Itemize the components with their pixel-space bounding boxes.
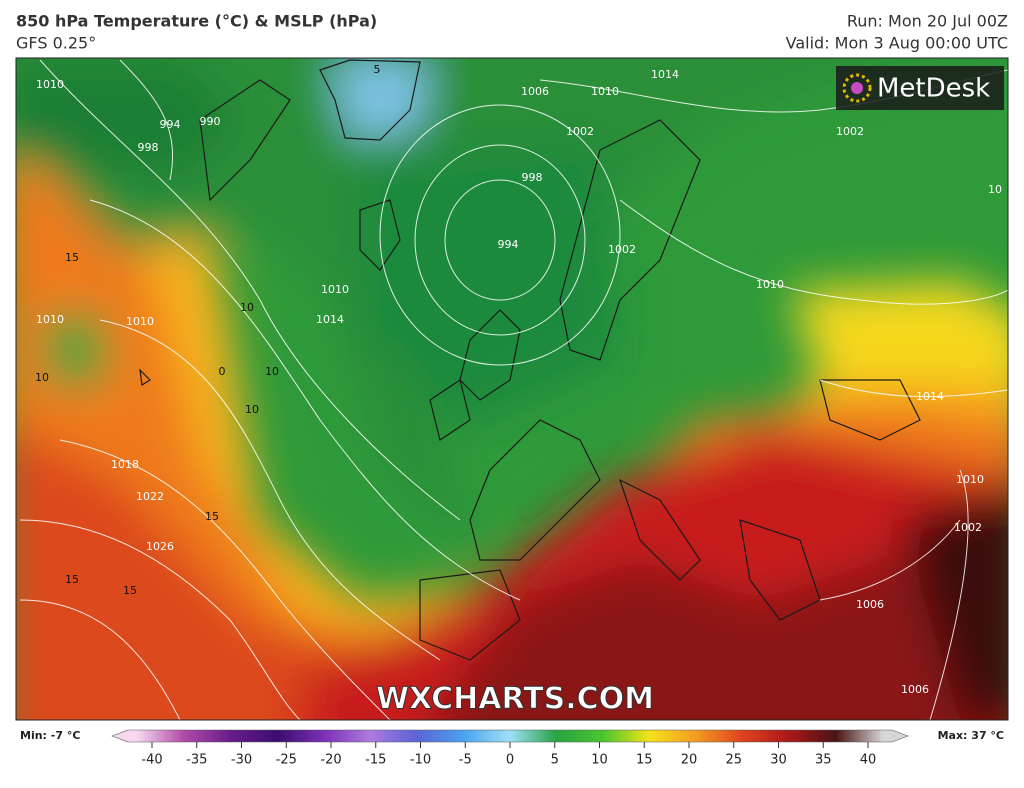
model-label: GFS 0.25°: [16, 34, 96, 53]
colorbar-tick-label: 15: [636, 753, 653, 768]
isobar-label: 1010: [126, 315, 154, 328]
map-frame: [15, 57, 1009, 721]
isobar-label: 1010: [36, 78, 64, 91]
isobar-label: 1010: [36, 313, 64, 326]
isobar-label: 998: [138, 141, 159, 154]
colorbar-tick-label: 10: [591, 753, 608, 768]
isobar-label: 1014: [916, 390, 944, 403]
isobar-label: 994: [498, 238, 519, 251]
logo-box: [836, 66, 1004, 110]
isobar-label: 1010: [956, 473, 984, 486]
temperature-label: 10: [240, 301, 254, 314]
temperature-label: 15: [205, 510, 219, 523]
isobar-label: 1010: [591, 85, 619, 98]
colorbar-tick-label: 0: [506, 753, 514, 768]
colorbar-tick-label: -35: [186, 753, 207, 768]
colorbar-tick-label: 25: [725, 753, 742, 768]
isobar-label: 998: [522, 171, 543, 184]
isobar-label: 1002: [954, 521, 982, 534]
temperature-label: 10: [265, 365, 279, 378]
isobar-label: 1002: [608, 243, 636, 256]
isobar-label: 1018: [111, 458, 139, 471]
colorbar-max: Max: 37 °C: [938, 729, 1004, 742]
colorbar-tick-label: -10: [410, 753, 431, 768]
isobar-label: 990: [200, 115, 221, 128]
colorbar-tick-label: -40: [141, 753, 162, 768]
temperature-label: 15: [65, 251, 79, 264]
logo-icon: [842, 73, 872, 103]
isobar-label: 10: [988, 183, 1002, 196]
colorbar-tick-label: -5: [459, 753, 472, 768]
isobar-label: 1002: [566, 125, 594, 138]
colorbar-tick-label: 40: [860, 753, 877, 768]
temperature-label: 0: [219, 365, 226, 378]
valid-label: Valid: Mon 3 Aug 00:00 UTC: [786, 34, 1008, 53]
chart-title: 850 hPa Temperature (°C) & MSLP (hPa): [16, 12, 377, 31]
temperature-label: 15: [123, 584, 137, 597]
logo-text: MetDesk: [877, 74, 990, 104]
isobar-label: 1026: [146, 540, 174, 553]
isobar-label: 994: [160, 118, 181, 131]
coastlines: [139, 59, 921, 661]
isobar-label: 1022: [136, 490, 164, 503]
colorbar-min: Min: -7 °C: [20, 729, 80, 742]
colorbar-tick-label: 20: [681, 753, 698, 768]
colorbar-tick-label: 5: [551, 753, 559, 768]
watermark: WXCHARTS.COM: [376, 682, 654, 717]
isobar-label: 1006: [521, 85, 549, 98]
colorbar: -40 -35 -30 -25 -20 -15 -10 -5 0 5 10 15 20 25 30 35 40: [111, 729, 909, 768]
isobar-label: 1010: [321, 283, 349, 296]
colorbar-tick-label: -30: [231, 753, 252, 768]
isobar-label: 1014: [651, 68, 679, 81]
colorbar-tick-label: -20: [320, 753, 341, 768]
colorbar-tick-label: 30: [770, 753, 787, 768]
colorbar-tick-label: -25: [276, 753, 297, 768]
colorbar-tick-label: 35: [815, 753, 832, 768]
temperature-label: 10: [35, 371, 49, 384]
temperature-label: 5: [374, 63, 381, 76]
isobar-label: 1006: [856, 598, 884, 611]
run-label: Run: Mon 20 Jul 00Z: [847, 12, 1008, 31]
colorbar-tick-label: -15: [365, 753, 386, 768]
isobar-label: 1006: [901, 683, 929, 696]
temperature-label: 15: [65, 573, 79, 586]
isobar-label: 1014: [316, 313, 344, 326]
isobar-label: 1002: [836, 125, 864, 138]
colorbar-bar: [111, 729, 909, 743]
isobar-label: 1010: [756, 278, 784, 291]
temperature-label: 10: [245, 403, 259, 416]
